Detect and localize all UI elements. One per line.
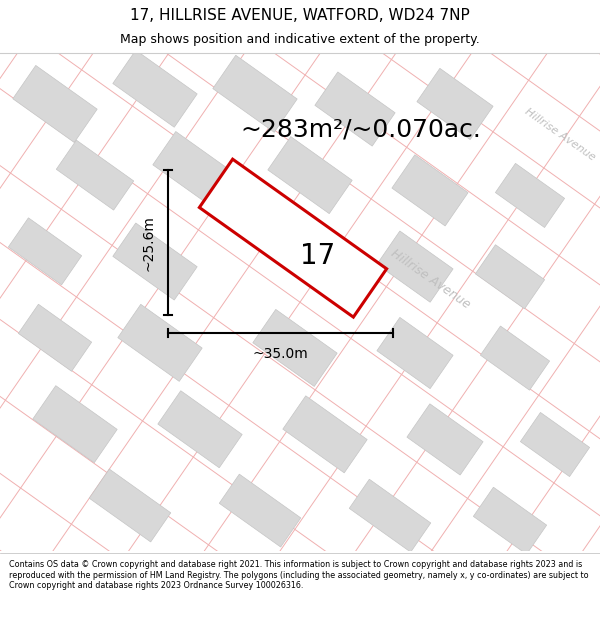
- Polygon shape: [219, 474, 301, 547]
- Polygon shape: [89, 469, 171, 542]
- Polygon shape: [392, 155, 468, 226]
- Polygon shape: [283, 396, 367, 473]
- Polygon shape: [113, 223, 197, 300]
- Polygon shape: [417, 68, 493, 139]
- Polygon shape: [473, 488, 547, 554]
- Polygon shape: [199, 159, 386, 317]
- Polygon shape: [8, 218, 82, 285]
- Polygon shape: [475, 245, 545, 309]
- Polygon shape: [377, 318, 453, 389]
- Polygon shape: [56, 140, 134, 210]
- Text: Map shows position and indicative extent of the property.: Map shows position and indicative extent…: [120, 33, 480, 46]
- Polygon shape: [19, 304, 92, 371]
- Polygon shape: [481, 326, 550, 390]
- Polygon shape: [113, 50, 197, 127]
- Polygon shape: [377, 231, 453, 302]
- Polygon shape: [118, 304, 202, 381]
- Text: Hillrise Avenue: Hillrise Avenue: [523, 106, 597, 162]
- Text: ~25.6m: ~25.6m: [142, 215, 156, 271]
- Polygon shape: [496, 163, 565, 228]
- Polygon shape: [33, 386, 117, 462]
- Polygon shape: [13, 66, 97, 142]
- Polygon shape: [520, 412, 590, 477]
- Polygon shape: [213, 55, 297, 132]
- Polygon shape: [268, 137, 352, 214]
- Text: Hillrise Avenue: Hillrise Avenue: [388, 246, 472, 311]
- Polygon shape: [349, 479, 431, 552]
- Text: ~35.0m: ~35.0m: [253, 347, 308, 361]
- Polygon shape: [153, 131, 237, 209]
- Text: 17, HILLRISE AVENUE, WATFORD, WD24 7NP: 17, HILLRISE AVENUE, WATFORD, WD24 7NP: [130, 8, 470, 23]
- Text: ~283m²/~0.070ac.: ~283m²/~0.070ac.: [240, 118, 481, 141]
- Text: Contains OS data © Crown copyright and database right 2021. This information is : Contains OS data © Crown copyright and d…: [9, 560, 589, 590]
- Polygon shape: [407, 404, 483, 475]
- Text: 17: 17: [301, 242, 335, 271]
- Polygon shape: [315, 72, 395, 146]
- Polygon shape: [158, 391, 242, 468]
- Polygon shape: [253, 309, 337, 386]
